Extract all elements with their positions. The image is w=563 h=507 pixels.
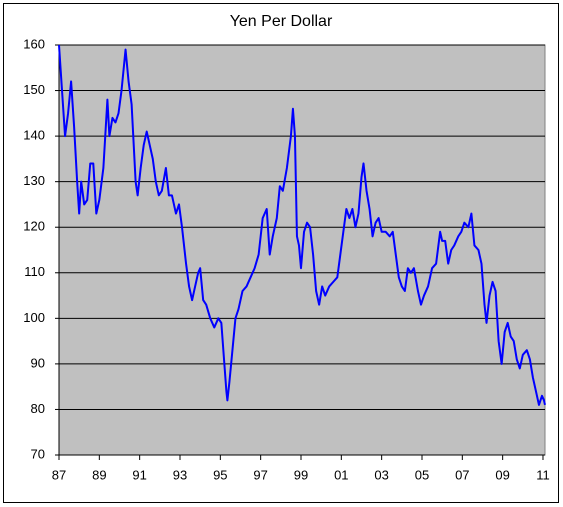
x-tick-label: 03 bbox=[374, 467, 388, 482]
x-tick-label: 91 bbox=[132, 467, 146, 482]
x-tick-label: 07 bbox=[455, 467, 469, 482]
y-tick-label: 150 bbox=[23, 82, 45, 97]
y-tick-label: 70 bbox=[31, 446, 45, 461]
y-tick-label: 120 bbox=[23, 219, 45, 234]
y-tick-label: 130 bbox=[23, 173, 45, 188]
x-tick-label: 89 bbox=[92, 467, 106, 482]
x-tick-label: 95 bbox=[213, 467, 227, 482]
y-tick-label: 90 bbox=[31, 355, 45, 370]
y-tick-label: 160 bbox=[23, 36, 45, 51]
x-tick-label: 99 bbox=[294, 467, 308, 482]
x-tick-label: 93 bbox=[173, 467, 187, 482]
y-tick-label: 110 bbox=[24, 264, 45, 279]
y-tick-label: 140 bbox=[23, 128, 45, 143]
chart-title: Yen Per Dollar bbox=[230, 13, 333, 30]
x-tick-label: 01 bbox=[334, 467, 348, 482]
x-tick-label: 09 bbox=[495, 467, 509, 482]
x-tick-label: 05 bbox=[415, 467, 429, 482]
y-tick-label: 100 bbox=[23, 310, 45, 325]
data-line bbox=[58, 44, 546, 406]
x-tick-label: 97 bbox=[253, 467, 267, 482]
x-tick-label: 87 bbox=[52, 467, 66, 482]
x-tick-label: 11 bbox=[536, 467, 550, 482]
y-tick-label: 80 bbox=[31, 401, 45, 416]
